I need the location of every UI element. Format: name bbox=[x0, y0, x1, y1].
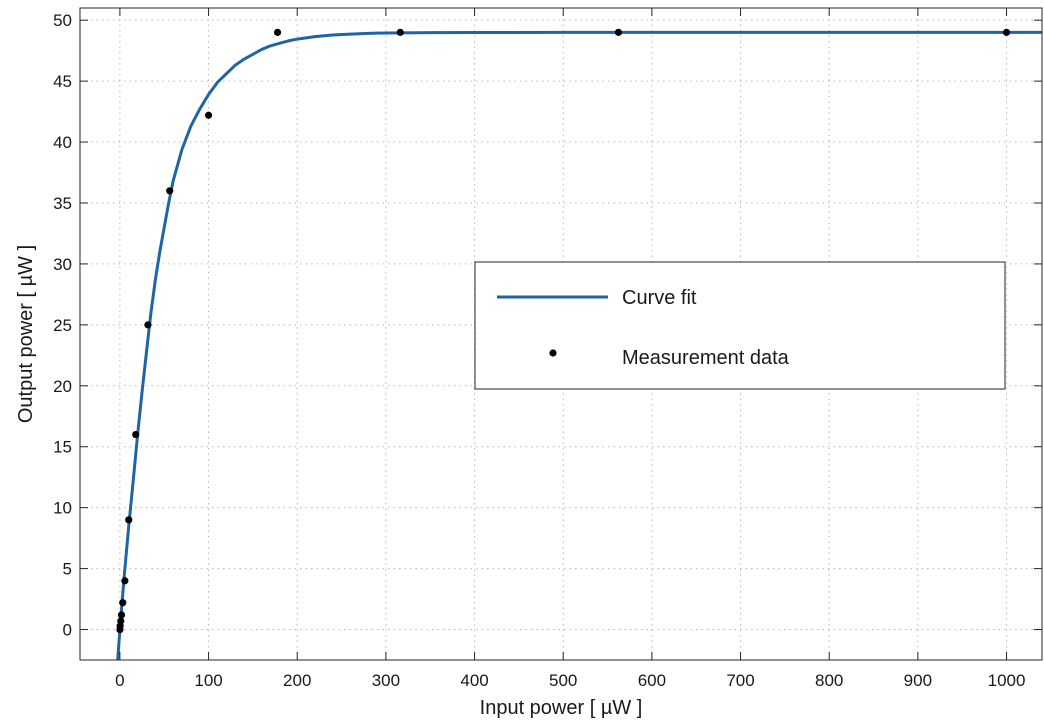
y-tick-label: 20 bbox=[53, 377, 72, 396]
legend-measurement-data-label: Measurement data bbox=[622, 347, 790, 369]
x-tick-label: 800 bbox=[815, 671, 843, 690]
x-tick-label: 300 bbox=[372, 671, 400, 690]
y-tick-label: 50 bbox=[53, 11, 72, 30]
x-tick-label: 500 bbox=[549, 671, 577, 690]
y-tick-label: 40 bbox=[53, 133, 72, 152]
measurement-point bbox=[125, 516, 133, 524]
y-tick-label: 0 bbox=[63, 621, 72, 640]
plot-frame bbox=[79, 7, 1043, 661]
legend: Curve fit Measurement data bbox=[474, 261, 1006, 390]
y-tick-label: 30 bbox=[53, 255, 72, 274]
x-tick-label: 700 bbox=[726, 671, 754, 690]
measurement-data-series bbox=[116, 28, 1011, 634]
measurement-point bbox=[1002, 28, 1011, 36]
x-tick-label: 600 bbox=[638, 671, 666, 690]
measurement-point bbox=[204, 111, 213, 119]
y-axis-label: Output power [ µW ] bbox=[15, 245, 37, 423]
x-tick-label: 200 bbox=[283, 671, 311, 690]
measurement-point bbox=[396, 28, 404, 36]
curve-fit-series bbox=[116, 30, 1042, 661]
x-tick-label: 0 bbox=[115, 671, 124, 690]
legend-box bbox=[474, 261, 1006, 390]
x-tick-label: 100 bbox=[194, 671, 222, 690]
measurement-point bbox=[166, 187, 174, 195]
legend-measurement-data-swatch bbox=[549, 349, 557, 357]
measurement-point bbox=[117, 611, 126, 619]
y-tick-label: 35 bbox=[53, 194, 72, 213]
x-tick-label: 900 bbox=[904, 671, 932, 690]
measurement-point bbox=[273, 28, 282, 36]
axis-ticks bbox=[80, 8, 1042, 660]
x-tick-label: 1000 bbox=[988, 671, 1026, 690]
y-tick-label: 5 bbox=[63, 560, 72, 579]
y-tick-label: 10 bbox=[53, 499, 72, 518]
measurement-point bbox=[119, 599, 127, 607]
measurement-point bbox=[614, 28, 623, 36]
axis-tick-labels: 0 100 200 300 400 500 600 700 800 900 1000 0 5 10 15 20… bbox=[53, 11, 1025, 690]
y-tick-label: 45 bbox=[53, 72, 72, 91]
legend-curve-fit-label: Curve fit bbox=[622, 287, 697, 309]
measurement-point bbox=[144, 321, 152, 329]
y-tick-label: 15 bbox=[53, 438, 72, 457]
x-axis-label: Input power [ µW ] bbox=[480, 697, 643, 719]
y-tick-label: 25 bbox=[53, 316, 72, 335]
x-tick-label: 400 bbox=[460, 671, 488, 690]
curve-fit-line bbox=[116, 30, 1042, 661]
measurement-point bbox=[117, 617, 125, 625]
measurement-point bbox=[121, 577, 129, 585]
measurement-point bbox=[132, 430, 140, 439]
